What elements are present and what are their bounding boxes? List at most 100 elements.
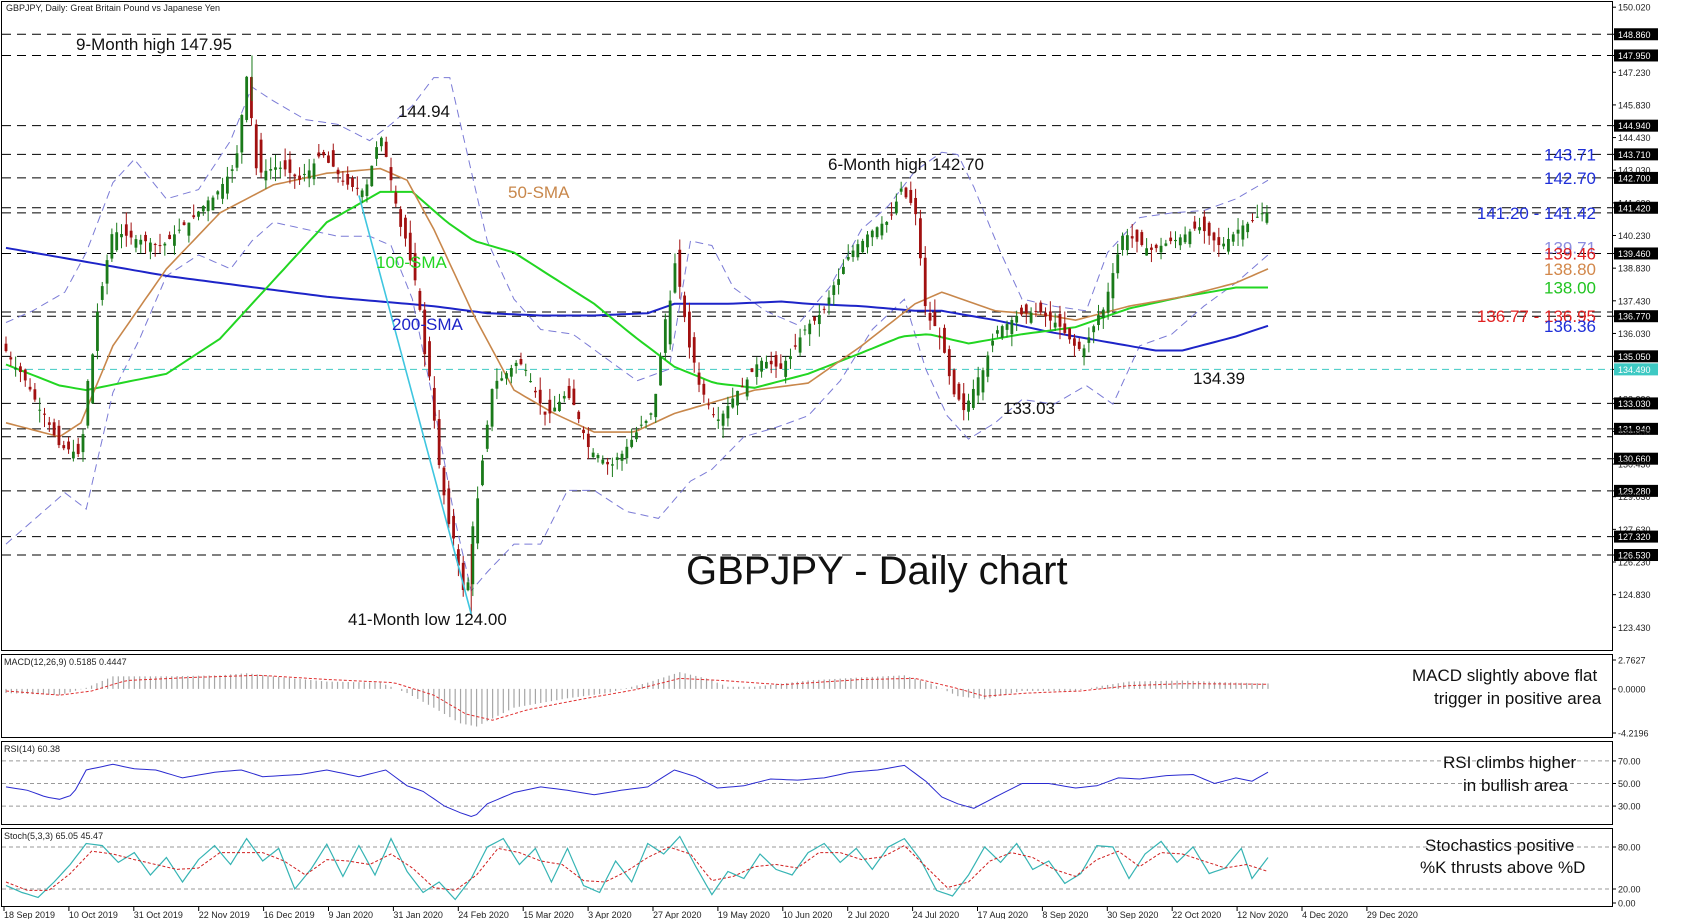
candle-body (129, 230, 133, 238)
candle-body (1053, 322, 1057, 328)
candle-body (370, 165, 374, 187)
candle-body (1048, 311, 1052, 321)
candle-body (1251, 220, 1254, 222)
macd-axis-label: -4.2196 (1618, 729, 1649, 739)
stoch-axis-label: 80.00 (1618, 843, 1641, 853)
candle-body (240, 115, 244, 153)
candle-body (322, 152, 326, 156)
candle-body (947, 349, 951, 377)
candle-body (558, 401, 561, 412)
bollinger-lower-band (5, 221, 1269, 592)
candle-body (23, 369, 27, 381)
candle-body (110, 234, 114, 259)
candle-body (404, 217, 407, 239)
candle-body (1020, 307, 1023, 315)
candle-body (283, 160, 287, 170)
candle-body (1202, 216, 1206, 232)
sma-200-line (5, 246, 1269, 352)
candle-body (1164, 243, 1168, 246)
y-axis-label-box (1614, 247, 1658, 260)
candle-body (71, 451, 75, 459)
y-axis-label-box (1614, 310, 1658, 323)
candle-body (250, 77, 253, 119)
annotation-144-94: 144.94 (398, 102, 450, 121)
candle-body (274, 167, 277, 170)
candle-body (1183, 234, 1187, 243)
candle-body (375, 147, 378, 159)
stoch-k-line (5, 835, 1269, 901)
x-axis-label: 24 Jul 2020 (913, 910, 960, 919)
candle-body (914, 197, 918, 215)
annotation-9month-high: 9-Month high 147.95 (76, 35, 232, 54)
candle-body (254, 124, 258, 169)
candle-body (625, 446, 629, 459)
y-axis-label-box (1614, 201, 1658, 214)
candle-body (91, 354, 95, 404)
y-axis-label-box (1614, 28, 1658, 41)
x-axis-label: 27 Apr 2020 (653, 910, 702, 919)
stoch-title: Stoch(5,3,3) 65.05 45.47 (4, 831, 103, 841)
y-axis-label-box (1614, 530, 1658, 543)
macd-axis-label: 2.7627 (1618, 656, 1646, 666)
candle-body (586, 433, 590, 448)
y-axis-label: 129.280 (1618, 486, 1651, 496)
candle-body (399, 209, 403, 227)
candle-body (192, 215, 196, 218)
y-axis-label-box (1614, 148, 1658, 161)
candle-body (442, 467, 446, 496)
candle-body (1265, 212, 1269, 223)
candle-body (144, 234, 147, 242)
rsi-title: RSI(14) 60.38 (4, 744, 60, 754)
candle-body (177, 229, 181, 231)
candle-body (1198, 227, 1201, 231)
y-axis-label: 148.860 (1618, 30, 1651, 40)
candle-body (1255, 216, 1259, 218)
candle-body (408, 232, 412, 261)
candle-body (153, 243, 157, 245)
candle-body (158, 245, 162, 247)
candle-body (976, 377, 980, 396)
candle-body (124, 224, 128, 236)
candle-body (351, 177, 354, 188)
stoch-axis-label: 20.00 (1618, 885, 1641, 895)
x-axis-label: 30 Sep 2020 (1107, 910, 1158, 919)
candle-body (1029, 312, 1033, 323)
candle-body (206, 200, 210, 212)
candle-body (120, 233, 123, 238)
candle-body (683, 295, 686, 318)
sma-50-line (5, 167, 1269, 438)
candle-body (384, 141, 388, 157)
x-axis-label: 3 Apr 2020 (588, 910, 632, 919)
candle-body (750, 368, 754, 372)
candle-body (413, 253, 417, 281)
y-axis-label: 126.530 (1618, 551, 1651, 561)
x-axis-label: 2 Jul 2020 (848, 910, 890, 919)
x-axis-label: 12 Nov 2020 (1237, 910, 1288, 919)
candle-body (437, 419, 441, 465)
trend-line (358, 195, 473, 615)
candle-body (389, 167, 393, 181)
y-axis-label-box (1614, 397, 1658, 410)
level-label: 136.77 - 136.95 (1477, 307, 1596, 326)
candle-body (1005, 324, 1009, 330)
candle-body (288, 159, 292, 173)
candle-body (485, 424, 489, 449)
annotation-50-sma: 50-SMA (508, 183, 570, 202)
candle-body (702, 383, 706, 395)
level-label: 142.70 (1544, 169, 1596, 188)
candle-body (938, 335, 942, 337)
x-axis-label: 8 Sep 2020 (1042, 910, 1088, 919)
y-axis-label: 141.420 (1618, 203, 1651, 213)
candle-body (1024, 304, 1028, 314)
macd-title: MACD(12,26,9) 0.5185 0.4447 (4, 657, 127, 667)
candle-body (1101, 309, 1105, 319)
candle-body (611, 464, 614, 466)
candle-body (1222, 243, 1226, 247)
candle-body (4, 343, 8, 352)
candle-body (842, 266, 845, 274)
y-axis-label: 131.830 (1618, 427, 1651, 437)
y-axis-label-box (1614, 422, 1658, 435)
candle-body (105, 260, 109, 284)
candle-body (360, 190, 364, 198)
x-axis-label: 19 May 2020 (718, 910, 770, 919)
